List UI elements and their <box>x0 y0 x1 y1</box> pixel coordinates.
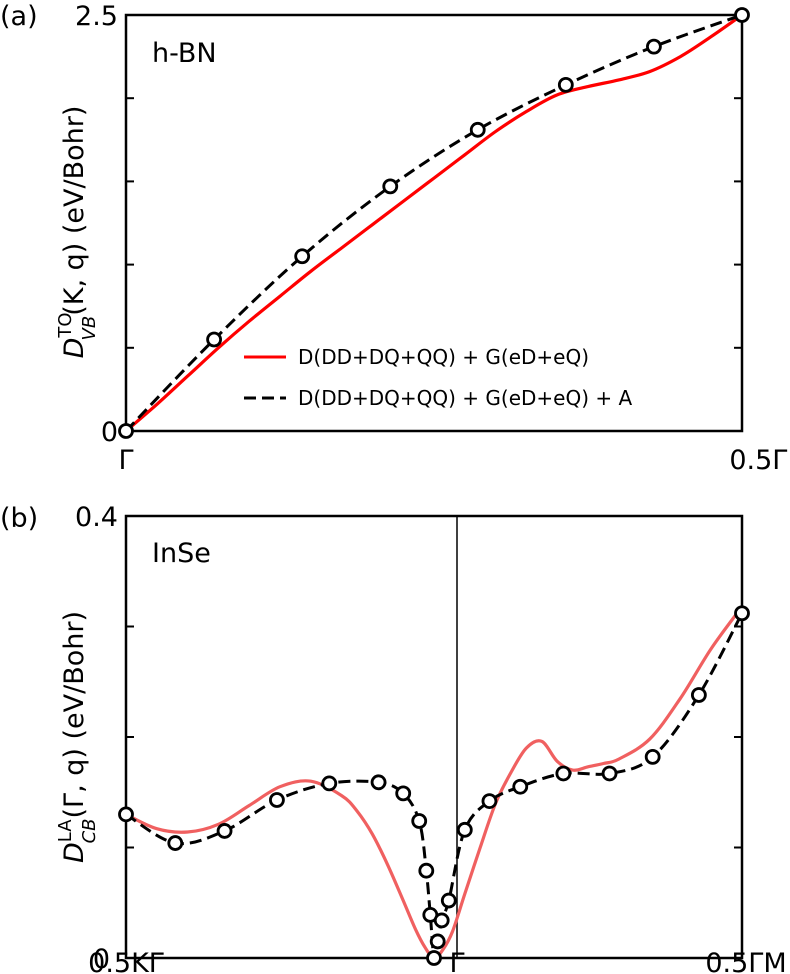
panel-b-data-point <box>321 775 338 792</box>
panel-b-data-point <box>395 785 412 802</box>
panel-a-data-point <box>206 331 222 348</box>
panel-a-data-point <box>469 121 486 138</box>
panel-a-ylabel-base: D <box>59 338 90 359</box>
panel-b-ylabel-sub: CB <box>79 819 100 844</box>
panel-a-xtick-end: 0.5ΓM <box>729 445 790 476</box>
panel-b-ylabel-args: (Γ, q) (eV/Bohr) <box>59 611 90 819</box>
panel-a-system-label: h-BN <box>152 38 217 69</box>
panel-a-series-solid-line <box>124 13 743 433</box>
panel-a-legend: D(DD+DQ+QQ) + G(eD+eQ) D(DD+DQ+QQ) + G(e… <box>244 345 633 410</box>
panel-b-xtick-gamma: Γ <box>449 948 464 974</box>
legend-label-solid: D(DD+DQ+QQ) + G(eD+eQ) <box>298 345 589 369</box>
panel-b-inse: (b) 0.4 0 0.5KΓ Γ 0.5ΓM InSe DLA CB(Γ, q)… <box>0 502 787 974</box>
panel-a-series <box>118 7 750 439</box>
panel-a-data-point <box>118 423 134 439</box>
panel-b-data-point <box>433 912 450 929</box>
panel-b-ytick-top: 0.4 <box>75 502 118 533</box>
panel-b-data-point <box>426 950 442 966</box>
panel-b-data-point <box>216 823 233 839</box>
panel-a-ticks <box>126 97 742 349</box>
panel-a-ylabel-args: (K, q) (eV/Bohr) <box>59 106 90 316</box>
panel-a-ytick-bottom: 0 <box>101 417 118 448</box>
panel-b-data-point <box>429 933 446 950</box>
panel-b-data-point <box>440 892 457 909</box>
panel-a-data-point <box>646 38 662 55</box>
panel-b-data-point <box>167 835 184 851</box>
panel-a-data-point <box>382 178 399 195</box>
panel-b-system-label: InSe <box>152 538 211 569</box>
panel-b-data-point <box>734 605 750 622</box>
panel-b-data-point <box>690 687 707 703</box>
panel-b-data-point <box>118 806 134 823</box>
panel-a-label: (a) <box>0 1 38 32</box>
panel-b-ylabel-base: D <box>59 842 90 863</box>
panel-a-data-point <box>294 248 311 265</box>
panel-b-xtick-left: 0.5KΓ <box>88 948 164 974</box>
panel-a-data-point <box>734 7 750 23</box>
panel-b-data-point <box>456 821 473 838</box>
panel-b-xtick-right: 0.5ΓM <box>705 948 786 974</box>
panel-b-data-point <box>370 774 387 791</box>
panel-b-data-point <box>512 778 529 795</box>
panel-a-xtick-gamma: Γ <box>118 445 133 476</box>
panel-b-data-point <box>555 765 572 782</box>
panel-b-data-point <box>411 813 428 829</box>
panel-a-ylabel-sub: VB <box>79 316 100 341</box>
panel-b-series-dashed-line <box>125 612 744 961</box>
panel-a-ylabel: DTO VB(K, q) (eV/Bohr) <box>55 106 100 359</box>
panel-b-series-solid-line <box>125 605 744 960</box>
panel-b-ticks <box>126 625 742 849</box>
panel-a-plot-frame <box>124 13 744 433</box>
panel-a-ytick-top: 2.5 <box>75 1 118 32</box>
panel-b-data-point <box>481 793 498 809</box>
panel-b-data-point <box>418 862 435 879</box>
panel-b-ytick-bottom: 0 <box>93 944 110 974</box>
panel-a-data-point <box>557 76 574 93</box>
legend-label-dashed: D(DD+DQ+QQ) + G(eD+eQ) + A <box>298 386 633 410</box>
panel-b-data-point <box>269 792 285 808</box>
panel-b-ylabel-sup: LA <box>55 819 76 842</box>
panel-b-data-point <box>644 748 661 765</box>
panel-b-label: (b) <box>0 503 38 534</box>
panel-b-data-point <box>601 765 618 782</box>
panel-a-ylabel-sup: TO <box>55 312 76 338</box>
panel-b-series <box>118 605 750 966</box>
panel-b-ylabel: DLA CB(Γ, q) (eV/Bohr) <box>55 611 100 863</box>
